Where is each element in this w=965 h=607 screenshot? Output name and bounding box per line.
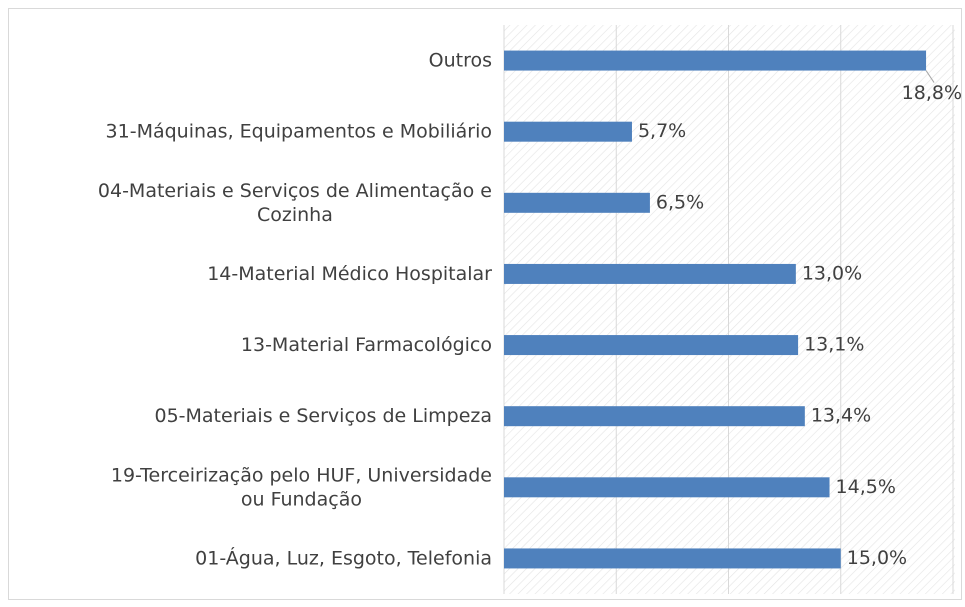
value-label: 18,8%: [902, 82, 962, 104]
bar: [504, 548, 841, 569]
bar: [504, 50, 927, 71]
value-label: 5,7%: [638, 120, 686, 142]
bar: [504, 335, 799, 356]
y-tick-label: Outros: [429, 49, 492, 71]
value-label: 13,0%: [802, 262, 862, 284]
y-tick-label: 19-Terceirização pelo HUF, Universidade o…: [111, 464, 492, 510]
y-tick-label: 13-Material Farmacológico: [241, 334, 492, 356]
value-label: 13,4%: [811, 405, 871, 427]
bar: [504, 121, 632, 142]
y-tick-label: 05-Materiais e Serviços de Limpeza: [154, 405, 492, 427]
value-label: 15,0%: [847, 547, 907, 569]
y-tick-label: 14-Material Médico Hospitalar: [207, 262, 492, 284]
y-tick-label: 01-Água, Luz, Esgoto, Telefonia: [195, 546, 492, 569]
y-tick-label: 04-Materiais e Serviços de Alimentação e…: [98, 179, 492, 225]
plot-area: [504, 25, 955, 594]
bar: [504, 406, 805, 427]
value-label: 14,5%: [836, 476, 896, 498]
bar: [504, 477, 830, 498]
bar: [504, 192, 650, 213]
y-tick-label: 31-Máquinas, Equipamentos e Mobiliário: [106, 120, 492, 142]
leader-line: [925, 70, 935, 83]
value-label: 6,5%: [656, 191, 704, 213]
bar: [504, 263, 796, 284]
value-label: 13,1%: [804, 334, 864, 356]
